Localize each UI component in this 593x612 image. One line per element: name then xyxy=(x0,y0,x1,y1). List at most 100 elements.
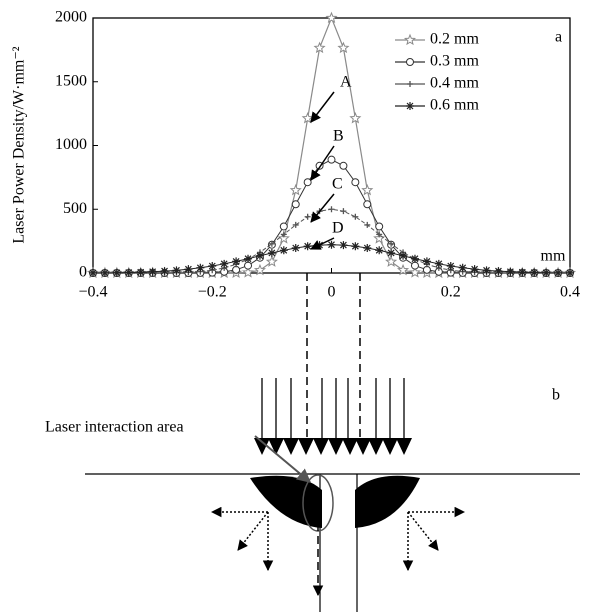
y-tick-label: 1000 xyxy=(55,136,87,153)
annotation-label: A xyxy=(340,74,352,91)
annotation-arrows xyxy=(310,91,335,250)
marker xyxy=(434,259,443,268)
marker xyxy=(387,248,396,257)
panel-label: b xyxy=(552,387,560,404)
marker xyxy=(482,266,491,275)
marker xyxy=(397,263,410,276)
marker xyxy=(494,267,503,276)
marker xyxy=(232,265,241,274)
marker xyxy=(554,268,563,277)
y-tick-label: 1500 xyxy=(55,72,87,89)
marker xyxy=(279,222,288,231)
x-tick-label: 0.2 xyxy=(441,284,461,301)
marker xyxy=(340,208,347,215)
marker xyxy=(244,261,253,270)
marker xyxy=(148,267,157,276)
marker xyxy=(349,111,362,124)
marker xyxy=(408,266,422,278)
marker xyxy=(530,268,539,277)
legend-label: 0.3 mm xyxy=(430,53,479,70)
marker xyxy=(339,241,348,250)
marker xyxy=(410,261,419,270)
y-tick-label: 0 xyxy=(79,264,87,281)
marker xyxy=(289,183,302,196)
annotation-label: C xyxy=(332,176,343,193)
marker xyxy=(253,263,266,276)
marker xyxy=(339,161,348,170)
marker xyxy=(337,41,350,54)
marker xyxy=(232,257,241,266)
marker xyxy=(351,242,360,251)
x-tick-label: −0.4 xyxy=(78,284,107,301)
marker xyxy=(124,268,133,277)
legend-label: 0.2 mm xyxy=(430,31,479,48)
x-tick-label: −0.2 xyxy=(198,284,227,301)
legend-marker xyxy=(403,33,417,46)
marker xyxy=(303,178,312,187)
marker xyxy=(363,244,372,253)
marker xyxy=(268,240,275,247)
marker xyxy=(136,268,145,277)
marker xyxy=(327,240,336,249)
x-axis-label: mm xyxy=(541,248,566,265)
panel-label: a xyxy=(555,29,562,46)
marker xyxy=(100,268,109,277)
marker xyxy=(361,183,374,196)
marker xyxy=(220,259,229,268)
y-tick-label: 500 xyxy=(63,200,87,217)
marker xyxy=(304,213,311,220)
marker xyxy=(422,265,431,274)
marker xyxy=(470,265,479,274)
marker xyxy=(542,268,551,277)
marker xyxy=(208,261,217,270)
marker xyxy=(267,248,276,257)
marker xyxy=(112,268,121,277)
marker xyxy=(352,213,359,220)
marker xyxy=(241,266,255,278)
annotation-label: D xyxy=(332,220,344,237)
marker xyxy=(327,155,336,164)
legend-marker xyxy=(406,102,414,110)
diagram xyxy=(85,273,580,612)
marker xyxy=(375,246,384,255)
marker xyxy=(388,240,395,247)
y-axis-label: Laser Power Density/W·mm⁻² xyxy=(11,46,28,243)
marker xyxy=(325,11,338,24)
marker xyxy=(89,268,97,277)
marker xyxy=(280,231,287,238)
x-tick-label: 0 xyxy=(328,284,336,301)
marker xyxy=(385,255,398,267)
marker xyxy=(566,268,574,277)
marker xyxy=(506,267,515,276)
callout-label: Laser interaction area xyxy=(45,419,184,436)
legend-label: 0.4 mm xyxy=(430,75,479,92)
marker xyxy=(291,244,300,253)
legend-label: 0.6 mm xyxy=(430,97,479,114)
marker xyxy=(196,263,205,272)
legend-marker xyxy=(407,81,413,87)
marker xyxy=(364,221,371,228)
chart: 0 500 1000 1500 2000 −0.4 −0.2 0 0.2 0.4 mm Laser P… xyxy=(11,9,580,301)
marker xyxy=(328,206,335,213)
annotation-label: B xyxy=(333,128,344,145)
marker xyxy=(446,261,455,270)
x-tick-label: 0.4 xyxy=(560,284,580,301)
marker xyxy=(458,263,467,272)
marker xyxy=(351,178,360,187)
marker xyxy=(255,251,264,260)
marker xyxy=(292,221,299,228)
marker xyxy=(375,222,384,231)
marker xyxy=(277,232,290,244)
marker xyxy=(399,251,408,260)
marker xyxy=(265,255,278,267)
marker xyxy=(291,200,300,209)
marker xyxy=(363,200,372,209)
marker xyxy=(422,257,431,266)
marker xyxy=(279,246,288,255)
marker xyxy=(518,268,527,277)
marker xyxy=(410,254,419,263)
legend-marker xyxy=(406,58,414,66)
y-tick-label: 2000 xyxy=(55,9,87,26)
